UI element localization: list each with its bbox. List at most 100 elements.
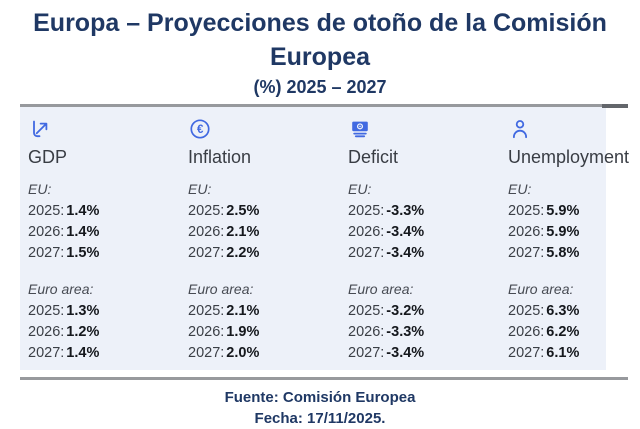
year-label: 2025: [188, 303, 225, 319]
projections-panel: GDP EU: 2025: 1.4% 2026: 1.4% 2027: 1.5% Euro ar… [20, 107, 630, 370]
region-label: EU: [28, 181, 52, 197]
projection-row: 2027: -3.4% [348, 345, 508, 361]
metric-column-deficit: Deficit EU: 2025: -3.3% 2026: -3.4% 2027: -3.4%… [348, 117, 508, 361]
column-label: Unemployment [508, 147, 630, 167]
projection-row: 2025: 2.5% [188, 203, 348, 219]
year-label: 2026: [348, 224, 385, 240]
projection-row: 2027: 2.0% [188, 345, 348, 361]
projection-value: 1.2% [66, 324, 100, 340]
column-label: GDP [28, 147, 68, 167]
year-label: 2025: [28, 303, 65, 319]
year-label: 2027: [508, 345, 545, 361]
year-label: 2026: [188, 324, 225, 340]
projection-value: 2.1% [226, 224, 260, 240]
projection-row: 2025: 6.3% [508, 303, 606, 319]
region-label: Euro area: [348, 281, 414, 297]
year-label: 2025: [348, 303, 385, 319]
page-title: Europa – Proyecciones de otoño de la Com… [33, 9, 607, 71]
year-label: 2025: [508, 303, 545, 319]
projection-value: 1.9% [226, 324, 260, 340]
year-label: 2026: [508, 224, 545, 240]
year-label: 2026: [348, 324, 385, 340]
projection-row: 2026: 1.4% [28, 224, 188, 240]
projection-value: 6.3% [546, 303, 580, 319]
euro_area-group: Euro area: 2025: -3.2% 2026: -3.3% 2027: -3.4% [348, 280, 508, 361]
projection-row: 2025: 2.1% [188, 303, 348, 319]
year-label: 2027: [508, 245, 545, 261]
projection-value: 6.2% [546, 324, 580, 340]
projection-value: 2.5% [226, 203, 260, 219]
projection-value: -3.2% [386, 303, 425, 319]
year-label: 2026: [508, 324, 545, 340]
top-border-cap [602, 104, 628, 108]
projection-value: -3.4% [386, 345, 425, 361]
year-label: 2026: [28, 324, 65, 340]
projection-value: 1.4% [66, 203, 100, 219]
projection-row: 2027: 2.2% [188, 245, 348, 261]
projection-row: 2027: 5.8% [508, 245, 606, 261]
eu-group: EU: 2025: 2.5% 2026: 2.1% 2027: 2.2% [188, 180, 348, 261]
projection-row: 2026: -3.3% [348, 324, 508, 340]
projection-row: 2025: -3.2% [348, 303, 508, 319]
projection-value: 6.1% [546, 345, 580, 361]
projection-row: 2025: -3.3% [348, 203, 508, 219]
projection-value: 5.9% [546, 203, 580, 219]
year-label: 2025: [508, 203, 545, 219]
region-label: EU: [348, 181, 372, 197]
projections-panel-frame: GDP EU: 2025: 1.4% 2026: 1.4% 2027: 1.5% Euro ar… [20, 104, 630, 380]
year-label: 2027: [348, 245, 385, 261]
projection-value: -3.4% [386, 245, 425, 261]
projection-value: 5.9% [546, 224, 580, 240]
projection-row: 2025: 1.3% [28, 303, 188, 319]
euro_area-group: Euro area: 2025: 2.1% 2026: 1.9% 2027: 2.0% [188, 280, 348, 361]
projection-value: 1.5% [66, 245, 100, 261]
svg-text:€: € [197, 124, 204, 136]
projection-row: 2026: 2.1% [188, 224, 348, 240]
projection-row: 2025: 5.9% [508, 203, 606, 219]
date-note: Fecha: 17/11/2025. [254, 410, 386, 427]
projection-row: 2026: 5.9% [508, 224, 606, 240]
region-label: Euro area: [188, 281, 254, 297]
euro_area-group: Euro area: 2025: 1.3% 2026: 1.2% 2027: 1.4% [28, 280, 188, 361]
projection-value: 2.0% [226, 345, 260, 361]
region-label: EU: [508, 181, 532, 197]
person-icon [508, 117, 534, 142]
year-label: 2027: [188, 245, 225, 261]
eu-group: EU: 2025: 5.9% 2026: 5.9% 2027: 5.8% [508, 180, 606, 261]
projection-value: 2.2% [226, 245, 260, 261]
projection-value: -3.3% [386, 203, 425, 219]
source-note: Fuente: Comisión Europea [224, 389, 416, 406]
metric-column-inflation: € Inflation EU: 2025: 2.5% 2026: 2.1% 2027: 2.2%… [188, 117, 348, 361]
projection-row: 2027: 1.4% [28, 345, 188, 361]
region-label: EU: [188, 181, 212, 197]
projection-value: 1.3% [66, 303, 100, 319]
projection-value: 1.4% [66, 224, 100, 240]
projection-row: 2027: 1.5% [28, 245, 188, 261]
year-label: 2025: [188, 203, 225, 219]
banknote-icon [348, 117, 374, 142]
year-label: 2026: [188, 224, 225, 240]
projection-value: -3.4% [386, 224, 425, 240]
metric-column-unemployment: Unemployment EU: 2025: 5.9% 2026: 5.9% 2027: 5.… [508, 117, 630, 361]
year-label: 2027: [348, 345, 385, 361]
footer: Fuente: Comisión Europea Fecha: 17/11/20… [0, 387, 640, 429]
metric-column-gdp: GDP EU: 2025: 1.4% 2026: 1.4% 2027: 1.5% Euro ar… [28, 117, 188, 361]
eu-group: EU: 2025: -3.3% 2026: -3.4% 2027: -3.4% [348, 180, 508, 261]
year-label: 2027: [188, 345, 225, 361]
projection-value: 1.4% [66, 345, 100, 361]
growth-arrow-icon [28, 117, 54, 142]
subtitle: (%) 2025 – 2027 [253, 77, 387, 97]
year-label: 2025: [28, 203, 65, 219]
projection-row: 2026: 1.2% [28, 324, 188, 340]
projection-value: -3.3% [386, 324, 425, 340]
year-label: 2027: [28, 245, 65, 261]
column-label: Inflation [188, 147, 252, 167]
euro_area-group: Euro area: 2025: 6.3% 2026: 6.2% 2027: 6.1% [508, 280, 606, 361]
year-label: 2027: [28, 345, 65, 361]
projection-row: 2026: 6.2% [508, 324, 606, 340]
year-label: 2025: [348, 203, 385, 219]
projection-row: 2026: -3.4% [348, 224, 508, 240]
region-label: Euro area: [28, 281, 94, 297]
projection-row: 2027: -3.4% [348, 245, 508, 261]
eu-group: EU: 2025: 1.4% 2026: 1.4% 2027: 1.5% [28, 180, 188, 261]
